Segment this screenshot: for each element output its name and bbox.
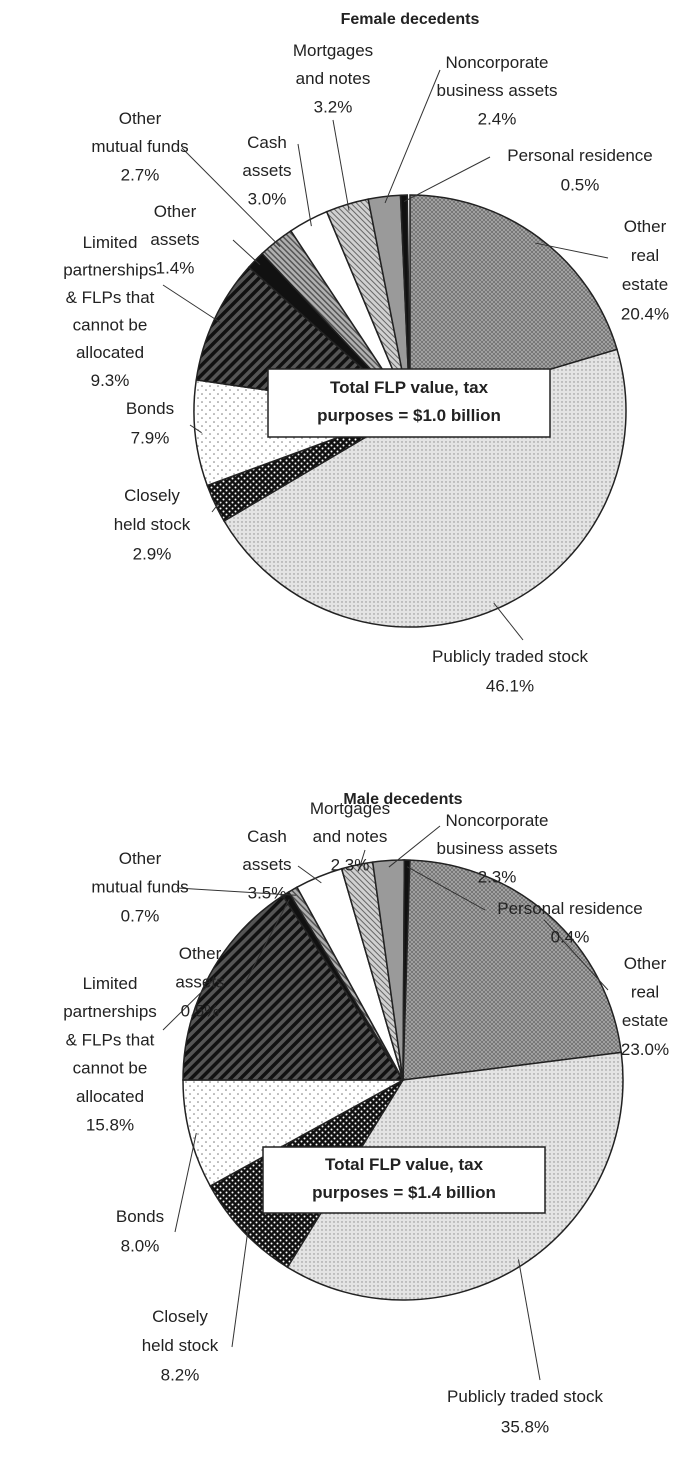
note: Total FLP value, tax purposes = $1.4 bill… — [312, 1155, 496, 1202]
note-box — [267, 368, 551, 438]
slice-label: Personal residence — [497, 899, 643, 918]
slice-outline — [209, 1077, 406, 1269]
value-label: 35.8% — [501, 1417, 549, 1436]
slice-label: Mortgages and notes — [310, 799, 390, 846]
slice-texture — [403, 860, 622, 1080]
leader-line — [535, 242, 609, 259]
slice-texture — [262, 230, 410, 411]
slice-label: Cash assets — [242, 827, 291, 874]
slice-label: Noncorporate business assets — [437, 811, 558, 858]
slice-outline — [195, 266, 413, 413]
leader-line — [211, 500, 222, 513]
leader-line — [176, 887, 297, 896]
value-label: 46.1% — [486, 676, 534, 695]
slice-label: Mortgages and notes — [293, 41, 373, 88]
note-box — [262, 1146, 546, 1214]
slice-label: Publicly traded stock — [432, 647, 588, 666]
chart-title: Female decedents — [341, 11, 480, 28]
slice-outline — [223, 348, 627, 628]
leader-line — [517, 1259, 541, 1381]
slice-outline — [402, 859, 411, 1081]
leader-line — [189, 424, 202, 434]
slice-texture — [183, 1080, 403, 1186]
slice-outline — [193, 379, 411, 487]
value-label: 3.2% — [314, 97, 353, 116]
leader-line — [244, 899, 290, 984]
value-label: 23.0% — [621, 1040, 669, 1059]
slice-label: Limited partnerships & FLPs that cannot be a… — [63, 233, 157, 362]
value-label: 0.4% — [551, 927, 590, 946]
slice-outline — [182, 1079, 404, 1188]
chart-title: Male decedents — [343, 791, 462, 808]
value-label: 15.8% — [86, 1115, 134, 1134]
value-label: 20.4% — [621, 304, 669, 323]
value-label: 8.0% — [121, 1236, 160, 1255]
value-label: 2.7% — [121, 165, 160, 184]
leader-line — [162, 978, 216, 1031]
value-label: 2.4% — [478, 109, 517, 128]
leader-line — [181, 147, 281, 248]
value-label: 2.9% — [133, 544, 172, 563]
value-label: 7.9% — [131, 428, 170, 447]
value-label: 3.0% — [248, 189, 287, 208]
leader-line — [403, 156, 491, 203]
value-label: 2.3% — [331, 855, 370, 874]
leader-line — [297, 865, 322, 884]
value-label: 0.5% — [181, 1001, 220, 1020]
slice-label: Closely held stock — [114, 486, 191, 534]
slice-outline — [402, 859, 623, 1081]
slice-label: Other mutual funds — [91, 849, 188, 897]
slice-outline — [409, 194, 618, 413]
slice-texture — [183, 895, 403, 1080]
leader-line — [543, 919, 609, 991]
value-label: 1.4% — [156, 258, 195, 277]
pie-slice — [290, 211, 410, 411]
leader-line — [332, 119, 350, 211]
slice-label: Other assets — [150, 202, 199, 249]
leader-line — [231, 1226, 249, 1348]
leader-line — [493, 602, 524, 641]
leader-line — [174, 1132, 197, 1233]
slice-label: Publicly traded stock — [447, 1387, 603, 1406]
leader-line — [388, 825, 441, 868]
leader-line — [232, 239, 261, 266]
slice-label: Bonds — [116, 1207, 164, 1226]
slice-label: Other real estate — [622, 954, 668, 1030]
slice-label: Other real estate — [622, 217, 668, 294]
slice-label: Cash assets — [242, 133, 291, 180]
leader-line — [162, 284, 221, 323]
value-label: 0.7% — [121, 906, 160, 925]
slice-label: Other mutual funds — [91, 109, 188, 156]
pie — [182, 859, 624, 1301]
charts: Female decedents Other real estate 20.4% Publ… — [63, 11, 669, 1436]
value-label: 9.3% — [91, 371, 130, 390]
slice-label: Personal residence — [507, 146, 653, 165]
pie-slice — [297, 868, 403, 1080]
value-label: 2.3% — [478, 867, 517, 886]
slice-texture — [207, 411, 410, 521]
slice-texture — [326, 199, 410, 411]
note: Total FLP value, tax purposes = $1.0 bill… — [317, 378, 501, 425]
value-label: 8.2% — [161, 1365, 200, 1384]
slice-label: Closely held stock — [142, 1307, 219, 1355]
leader-line — [297, 143, 312, 227]
leader-line — [357, 849, 366, 872]
value-label: 3.5% — [248, 883, 287, 902]
slice-outline — [399, 194, 411, 412]
slice-label: Bonds — [126, 399, 174, 418]
slice-label: Limited partnerships & FLPs that cannot be a… — [63, 974, 157, 1106]
value-label: 0.5% — [561, 175, 600, 194]
slice-outline — [286, 1051, 624, 1301]
leader-line — [384, 69, 441, 204]
slice-outline — [182, 894, 405, 1081]
slice-texture — [410, 195, 618, 411]
slice-label: Noncorporate business assets — [437, 53, 558, 100]
slice-label: Other assets — [175, 944, 224, 992]
leader-line — [406, 866, 486, 911]
